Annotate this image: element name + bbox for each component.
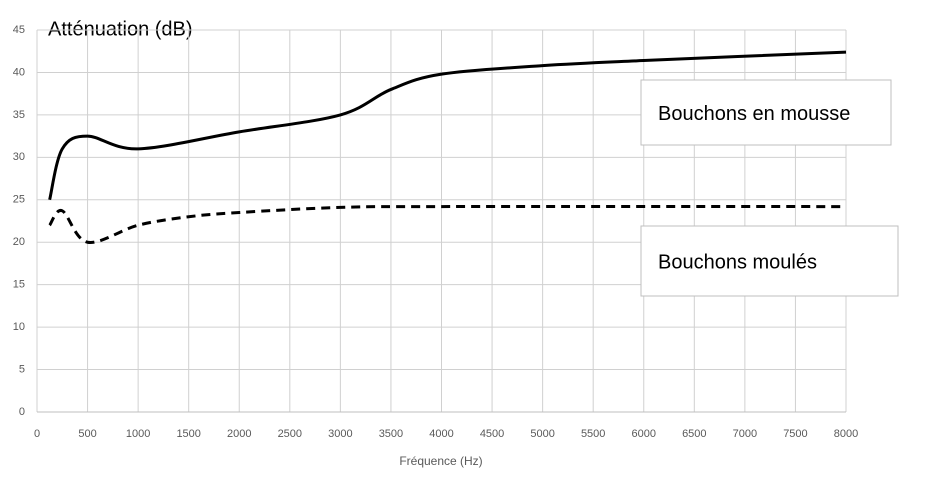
x-tick-label: 7500 [783,428,807,440]
x-tick-label: 5000 [530,428,554,440]
x-tick-label: 2000 [227,428,251,440]
chart-title: Atténuation (dB) [48,18,193,40]
y-tick-label: 25 [13,194,25,206]
y-tick-label: 30 [13,151,25,163]
y-tick-label: 20 [13,236,25,248]
y-tick-label: 35 [13,109,25,121]
legend-box [640,79,892,146]
x-tick-label: 3500 [379,428,403,440]
y-tick-label: 45 [13,24,25,36]
series-line [48,50,847,201]
x-tick-label: 7000 [733,428,757,440]
legend-box [640,225,899,297]
y-tick-label: 5 [19,363,25,375]
x-tick-label: 500 [78,428,96,440]
x-tick-label: 3000 [328,428,352,440]
series-line [48,205,847,244]
x-tick-label: 6000 [632,428,656,440]
y-tick-label: 40 [13,66,25,78]
x-tick-label: 2500 [278,428,302,440]
y-tick-label: 10 [13,321,25,333]
legend-label: Bouchons en mousse [658,103,850,125]
y-tick-label: 15 [13,279,25,291]
x-tick-label: 1500 [176,428,200,440]
x-tick-label: 4000 [429,428,453,440]
x-tick-label: 4500 [480,428,504,440]
x-axis-label: Fréquence (Hz) [399,454,482,468]
y-tick-label: 0 [19,406,25,418]
legend-label: Bouchons moulés [658,251,817,273]
x-tick-label: 0 [34,428,40,440]
x-tick-label: 1000 [126,428,150,440]
x-tick-label: 8000 [834,428,858,440]
x-tick-label: 6500 [682,428,706,440]
x-tick-label: 5500 [581,428,605,440]
